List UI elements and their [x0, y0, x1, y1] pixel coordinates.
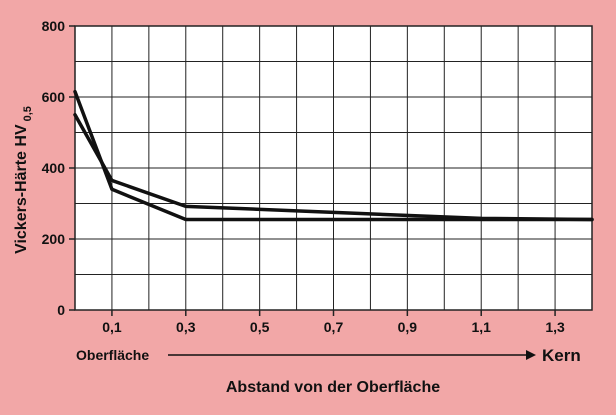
- x-tick-label: 0,3: [176, 319, 196, 335]
- grid-layer: [74, 25, 593, 311]
- y-tick-label: 200: [42, 231, 66, 247]
- x-tick-label: 1,1: [471, 319, 491, 335]
- x-tick-label: 0,9: [398, 319, 418, 335]
- x-tick-label: 0,1: [102, 319, 122, 335]
- x-tick-label: 0,7: [324, 319, 344, 335]
- x-axis-title: Abstand von der Oberfläche: [226, 379, 440, 396]
- x-tick-label: 0,5: [250, 319, 270, 335]
- y-tick-label: 0: [57, 302, 65, 318]
- x-start-label: Oberfläche: [76, 347, 149, 363]
- x-end-label: Kern: [542, 346, 581, 365]
- direction-arrow: [168, 350, 536, 360]
- y-tick-label: 600: [42, 89, 66, 105]
- tick-layer: 0 200 400 600 800 0,1 0,3 0,5 0,7 0,9 1,1 1,3: [42, 18, 565, 335]
- direction-arrow-head: [526, 350, 536, 360]
- x-tick-label: 1,3: [545, 319, 565, 335]
- y-axis-title-main: Vickers-Härte HV: [13, 124, 30, 254]
- y-tick-label: 400: [42, 160, 66, 176]
- y-axis-title: Vickers-Härte HV 0,5: [13, 106, 34, 254]
- y-tick-label: 800: [42, 18, 66, 34]
- y-axis-title-subscript: 0,5: [22, 106, 34, 121]
- series-layer: [73, 89, 594, 222]
- series-line: [73, 113, 594, 222]
